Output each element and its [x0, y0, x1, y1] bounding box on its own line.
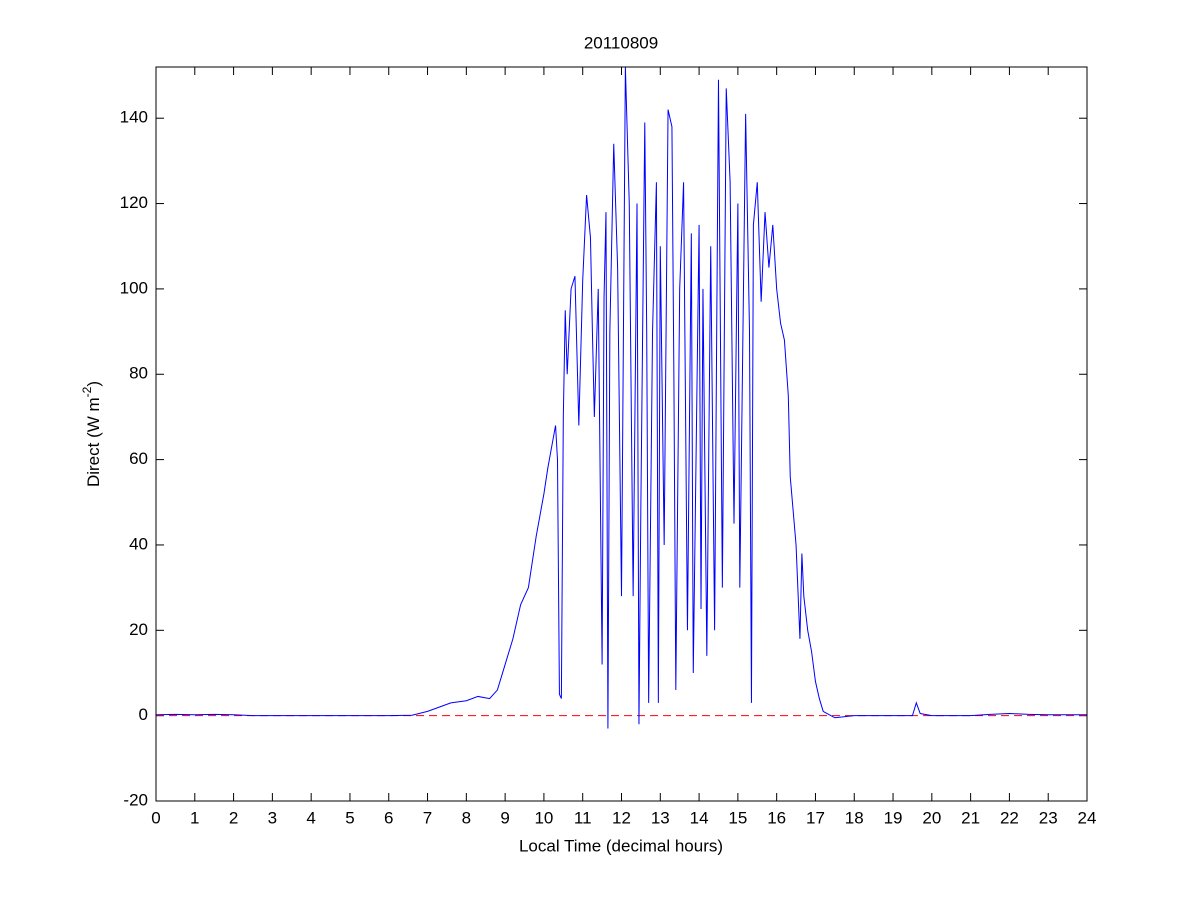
y-tick-label: 0: [139, 705, 148, 724]
x-tick-label: 3: [268, 808, 277, 827]
x-tick-label: 22: [1000, 808, 1019, 827]
y-label-superscript: -2: [80, 386, 94, 397]
x-tick-label: 17: [806, 808, 825, 827]
x-tick-label: 4: [306, 808, 315, 827]
y-tick-label: 120: [120, 193, 148, 212]
x-tick-label: 16: [767, 808, 786, 827]
x-tick-label: 9: [500, 808, 509, 827]
y-label-text: Direct (W m: [84, 397, 103, 487]
x-tick-label: 0: [151, 808, 160, 827]
y-tick-label: 140: [120, 108, 148, 127]
x-tick-label: 18: [845, 808, 864, 827]
y-tick-label: 60: [129, 449, 148, 468]
y-tick-label: 20: [129, 620, 148, 639]
x-tick-label: 21: [961, 808, 980, 827]
x-axis-label: Local Time (decimal hours): [519, 836, 723, 855]
x-tick-label: 15: [728, 808, 747, 827]
x-tick-label: 1: [190, 808, 199, 827]
chart-title: 20110809: [584, 33, 658, 52]
x-tick-label: 19: [884, 808, 903, 827]
x-tick-label: 10: [534, 808, 553, 827]
x-tick-label: 14: [690, 808, 709, 827]
x-tick-label: 6: [384, 808, 393, 827]
y-tick-label: -20: [123, 790, 148, 809]
x-tick-label: 12: [612, 808, 631, 827]
x-tick-label: 23: [1039, 808, 1058, 827]
x-tick-label: 20: [922, 808, 941, 827]
y-tick-label: 100: [120, 278, 148, 297]
y-label-text: ): [84, 381, 103, 387]
x-tick-label: 7: [423, 808, 432, 827]
y-axis-label: Direct (W m-2): [80, 381, 103, 487]
plot-frame: [155, 66, 1088, 802]
x-tick-label: 5: [345, 808, 354, 827]
x-tick-label: 2: [229, 808, 238, 827]
x-tick-label: 8: [462, 808, 471, 827]
y-tick-label: 40: [129, 534, 148, 553]
x-tick-label: 11: [574, 808, 592, 827]
y-tick-label: 80: [129, 364, 148, 383]
x-tick-label: 24: [1078, 808, 1097, 827]
data-line: [155, 66, 1087, 729]
x-tick-label: 13: [651, 808, 670, 827]
